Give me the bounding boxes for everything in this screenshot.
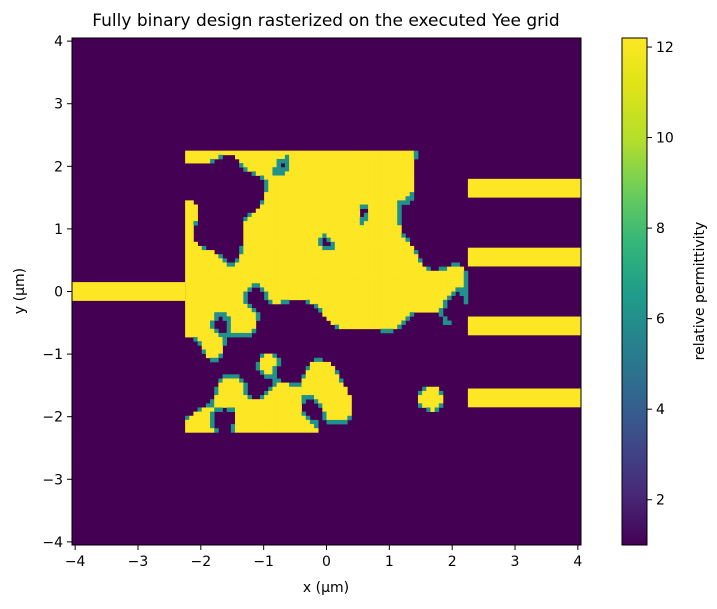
y-tick-label: −4: [42, 535, 63, 551]
chart-title: Fully binary design rasterized on the ex…: [92, 11, 559, 31]
waveguides: [72, 178, 581, 408]
y-tick-label: 0: [54, 285, 63, 301]
x-tick-label: −4: [65, 554, 86, 570]
colorbar-tick-label: 2: [656, 493, 665, 509]
y-axis-label: y (µm): [12, 268, 28, 314]
colorbar-tick-label: 6: [656, 312, 665, 328]
output-waveguide-3: [467, 316, 581, 336]
x-tick-label: 0: [322, 554, 331, 570]
colorbar-tick-label: 12: [656, 40, 674, 56]
colorbar-tick-label: 4: [656, 402, 665, 418]
y-tick-label: −3: [42, 472, 63, 488]
y-axis-ticks: −4 −3 −2 −1 0 1 2 3 4: [42, 34, 72, 551]
x-tick-label: 4: [573, 554, 582, 570]
y-tick-label: −1: [42, 347, 63, 363]
y-tick-label: 2: [54, 159, 63, 175]
plot-area: [72, 38, 581, 545]
x-tick-label: 2: [448, 554, 457, 570]
x-tick-label: −3: [128, 554, 149, 570]
x-axis-ticks: −4 −3 −2 −1 0 1 2 3 4: [65, 545, 582, 570]
y-tick-label: 3: [54, 97, 63, 113]
x-tick-label: −2: [191, 554, 212, 570]
output-waveguide-2: [467, 247, 581, 267]
y-tick-label: −2: [42, 410, 63, 426]
colorbar-tick-label: 8: [656, 221, 665, 237]
x-axis-label: x (µm): [303, 580, 349, 596]
output-waveguide-4: [467, 388, 581, 408]
colorbar-tick-label: 10: [656, 131, 674, 147]
x-tick-label: −1: [253, 554, 274, 570]
x-tick-label: 1: [385, 554, 394, 570]
colorbar: [621, 37, 648, 546]
output-waveguide-1: [467, 178, 581, 198]
design-region: [185, 150, 469, 433]
x-tick-label: 3: [511, 554, 520, 570]
y-tick-label: 1: [54, 222, 63, 238]
input-waveguide: [72, 282, 186, 301]
colorbar-label: relative permittivity: [692, 222, 708, 361]
colorbar-ticks: 2 4 6 8 10 12: [647, 40, 674, 509]
y-tick-label: 4: [54, 34, 63, 50]
